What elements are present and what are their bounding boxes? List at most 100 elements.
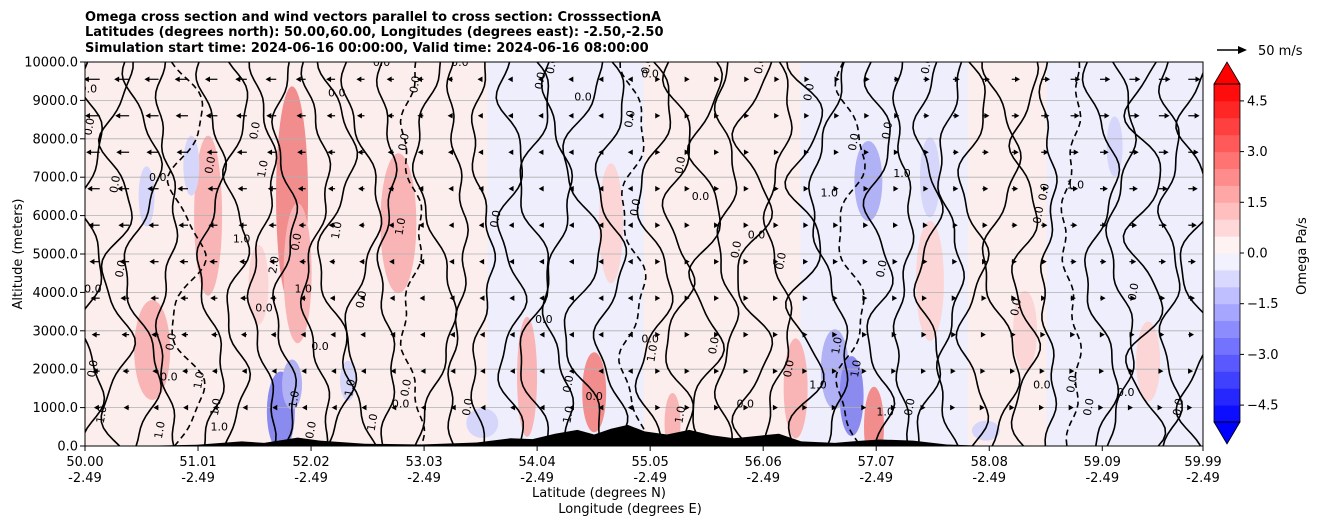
contour-line bbox=[912, 62, 944, 446]
wind-vector-head bbox=[714, 295, 720, 301]
wind-vector-head bbox=[774, 76, 780, 83]
grid-lines bbox=[85, 100, 1203, 409]
wind-vector-head bbox=[1073, 185, 1079, 192]
wind-vector-head bbox=[479, 258, 485, 265]
wind-vector-head bbox=[1130, 295, 1136, 301]
contour-label: 0.0 bbox=[160, 371, 178, 384]
title-line-2: Latitudes (degrees north): 50.00,60.00, … bbox=[85, 25, 664, 40]
wind-vector-head bbox=[1039, 368, 1045, 374]
wind-vector-head bbox=[211, 368, 217, 374]
wind-vector-head bbox=[861, 368, 867, 374]
colorbar-band bbox=[1214, 236, 1240, 254]
y-tick-label: 8000.0 bbox=[33, 132, 79, 147]
wind-vector-head bbox=[627, 76, 633, 83]
x-tick-label-lat: 59.09 bbox=[1084, 455, 1121, 470]
wind-vector-head bbox=[209, 258, 215, 265]
wind-vector-head bbox=[1195, 76, 1201, 83]
wind-vector-head bbox=[1041, 295, 1047, 301]
wind-vector-head bbox=[598, 185, 604, 192]
wind-vector-head bbox=[1013, 149, 1019, 156]
wind-vector-head bbox=[833, 222, 839, 228]
wind-vector-head bbox=[146, 149, 152, 156]
wind-vector-head bbox=[387, 149, 393, 156]
wind-vector-head bbox=[744, 76, 750, 83]
contour-label: 1.0 bbox=[820, 186, 838, 199]
contour-label: 0.0 bbox=[560, 374, 576, 393]
colorbar-band bbox=[1214, 219, 1240, 237]
colorbar-band bbox=[1214, 269, 1240, 288]
wind-vector-head bbox=[183, 404, 189, 411]
colorbar-extend-bottom bbox=[1213, 421, 1241, 445]
wind-vector-head bbox=[980, 331, 986, 338]
wind-vector-head bbox=[123, 404, 129, 411]
wind-vector-head bbox=[655, 112, 661, 119]
wind-vector-head bbox=[1189, 331, 1195, 338]
wind-vector-head bbox=[478, 185, 484, 192]
wind-vector-head bbox=[390, 331, 396, 338]
wind-vector-head bbox=[893, 185, 899, 192]
colorbar-extend-top bbox=[1213, 61, 1241, 85]
wind-vector-head bbox=[803, 149, 809, 156]
wind-vector-head bbox=[1190, 258, 1196, 265]
wind-vector-head bbox=[419, 295, 425, 301]
contour-label: 1.0 bbox=[644, 343, 660, 362]
contour-line bbox=[762, 62, 793, 446]
wind-vector-head bbox=[120, 295, 126, 301]
wind-vector-head bbox=[447, 112, 453, 119]
contour-label: 0.0 bbox=[80, 83, 98, 96]
y-tick-label: 4000.0 bbox=[33, 286, 79, 301]
wind-vector-head bbox=[864, 112, 870, 119]
contour-label: 0.0 bbox=[396, 132, 412, 151]
colorbar-tick-label: 0.0 bbox=[1247, 247, 1268, 262]
wind-vector-head bbox=[598, 76, 604, 83]
quiver-key-arrow-head bbox=[1238, 46, 1247, 54]
wind-vector-head bbox=[892, 295, 898, 301]
wind-vector-head bbox=[984, 76, 990, 83]
wind-vector-head bbox=[1012, 222, 1018, 228]
x-tick-label-lon: -2.49 bbox=[633, 471, 667, 486]
contour-label: 0.0 bbox=[247, 121, 263, 140]
wind-vector-head bbox=[1104, 112, 1110, 119]
wind-vector-head bbox=[714, 404, 720, 411]
wind-vector-head bbox=[773, 149, 779, 156]
contour-line bbox=[271, 62, 299, 446]
wind-vector-head bbox=[743, 331, 749, 338]
colorbar-bands bbox=[1214, 84, 1240, 423]
contour-line bbox=[892, 62, 915, 446]
wind-vector-head bbox=[1161, 258, 1167, 265]
y-tick-label: 5000.0 bbox=[33, 248, 79, 263]
wind-vector-head bbox=[1132, 222, 1138, 228]
wind-vector-head bbox=[804, 76, 810, 83]
wind-vector-head bbox=[331, 368, 337, 374]
wind-vector-head bbox=[772, 368, 778, 374]
wind-vector-head bbox=[1044, 112, 1050, 119]
contour-line bbox=[246, 62, 278, 446]
wind-vector-head bbox=[1068, 404, 1074, 411]
contour-line bbox=[411, 62, 458, 446]
wind-vector-head bbox=[239, 258, 245, 265]
wind-vector-head bbox=[981, 295, 987, 301]
wind-vector-head bbox=[182, 368, 188, 374]
contour-line bbox=[1060, 62, 1083, 446]
wind-vector-head bbox=[210, 295, 216, 301]
contour-line bbox=[340, 62, 383, 446]
wind-vector-head bbox=[714, 331, 720, 338]
wind-vector-head bbox=[568, 76, 574, 83]
wind-vector-head bbox=[328, 222, 334, 228]
wind-vector-head bbox=[122, 368, 128, 374]
contour-line bbox=[634, 62, 674, 446]
wind-vector-head bbox=[1194, 112, 1200, 119]
x-axis-label-latitude: Latitude (degrees N) bbox=[532, 486, 666, 501]
wind-vector-head bbox=[598, 149, 604, 156]
contour-label: 0.0 bbox=[737, 398, 755, 411]
colorbar-band bbox=[1214, 337, 1240, 355]
x-tick-label-lat: 55.05 bbox=[632, 455, 669, 470]
wind-vector-head bbox=[508, 185, 514, 192]
colorbar-tick-label: 3.0 bbox=[1247, 145, 1268, 160]
wind-vector-head bbox=[357, 149, 363, 156]
wind-vector-head bbox=[744, 112, 750, 119]
wind-vector-head bbox=[743, 149, 749, 156]
contour-line bbox=[1038, 62, 1058, 446]
y-tick-label: 10000.0 bbox=[24, 56, 78, 71]
wind-vector-head bbox=[655, 258, 661, 265]
